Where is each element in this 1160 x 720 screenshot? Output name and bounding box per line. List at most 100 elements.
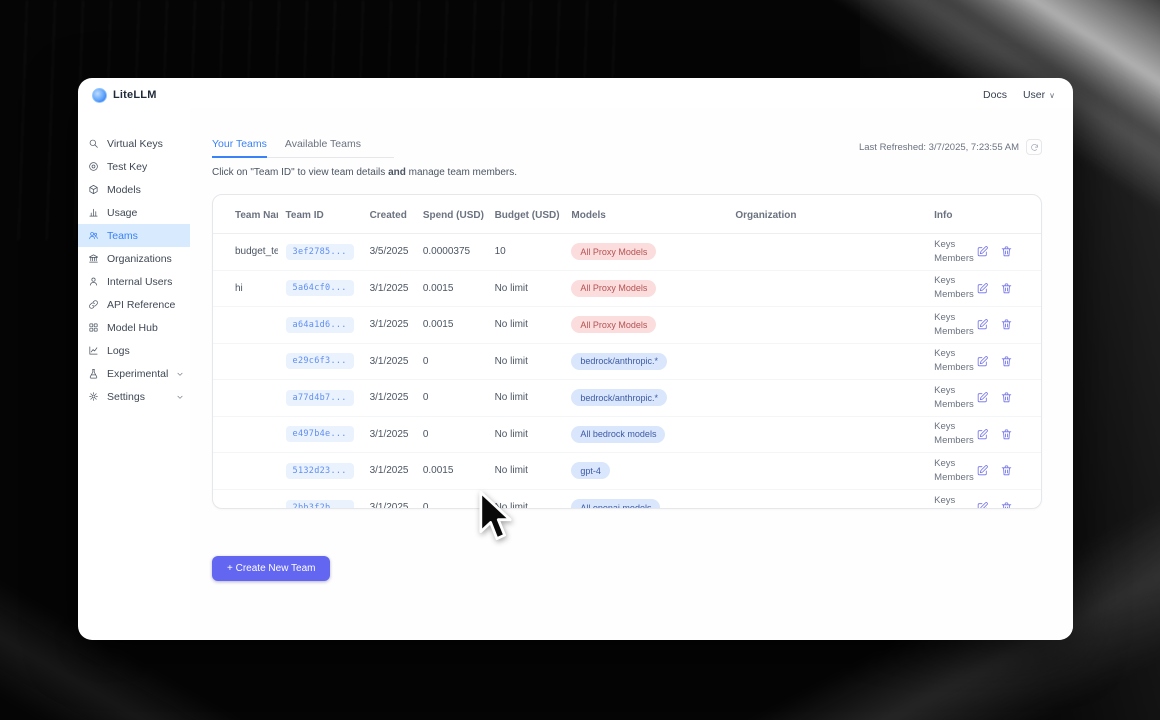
- sidebar-item-logs[interactable]: Logs: [78, 339, 190, 362]
- sidebar-item-label: API Reference: [107, 298, 176, 311]
- keys-link[interactable]: Keys: [934, 457, 956, 469]
- table-row: hi 5a64cf0... 3/1/2025 0.0015 No limit All Pr…: [213, 270, 1041, 307]
- trash-icon: [1001, 502, 1012, 508]
- table-row: e497b4e... 3/1/2025 0 No limit All bedrock m…: [213, 416, 1041, 453]
- edit-team-button[interactable]: [976, 428, 989, 441]
- team-id-link[interactable]: e497b4e...: [285, 426, 354, 443]
- table-row: e29c6f3... 3/1/2025 0 No limit bedrock/anthr…: [213, 343, 1041, 380]
- keys-link[interactable]: Keys: [934, 421, 956, 433]
- keys-link[interactable]: Keys: [934, 348, 956, 360]
- cube-icon: [88, 184, 100, 196]
- edit-icon: [977, 502, 988, 508]
- edit-team-button[interactable]: [976, 464, 989, 477]
- members-link[interactable]: Members: [934, 435, 974, 447]
- info-cell: Keys Members: [926, 306, 1041, 344]
- trash-icon: [1001, 283, 1012, 293]
- docs-link[interactable]: Docs: [983, 89, 1007, 101]
- edit-team-button[interactable]: [976, 282, 989, 295]
- create-new-team-button[interactable]: + Create New Team: [212, 556, 331, 581]
- spend-cell: 0.0015: [414, 452, 487, 490]
- delete-team-button[interactable]: [1000, 464, 1013, 477]
- link-icon: [88, 299, 100, 311]
- keys-link[interactable]: Keys: [934, 311, 956, 323]
- spend-cell: 0: [422, 502, 429, 509]
- refresh-button[interactable]: [1026, 139, 1042, 155]
- models-cell: bedrock/anthropic.*: [563, 343, 728, 380]
- sidebar-item-settings[interactable]: Settings: [78, 385, 190, 408]
- team-id-link[interactable]: a64a1d6...: [285, 316, 354, 333]
- team-id-link[interactable]: 2bb3f2b...: [285, 499, 354, 508]
- chevron-down-icon: ∨: [1049, 90, 1055, 100]
- sidebar: Virtual Keys Test Key Models Usage Teams Orga…: [78, 108, 190, 640]
- team-id-link[interactable]: e29c6f3...: [285, 353, 354, 370]
- keys-link[interactable]: Keys: [934, 238, 956, 250]
- keys-link[interactable]: Keys: [934, 384, 956, 396]
- delete-team-button[interactable]: [1000, 318, 1013, 331]
- delete-team-button[interactable]: [1000, 428, 1013, 441]
- organization-cell: [727, 343, 927, 380]
- spend-cell: 0: [414, 343, 487, 380]
- user-icon: [88, 276, 100, 288]
- info-cell: Keys Members: [926, 270, 1041, 307]
- col-team-name: Team Name: [213, 195, 278, 234]
- tab-available-teams[interactable]: Available Teams: [284, 138, 361, 150]
- sidebar-item-test-key[interactable]: Test Key: [78, 155, 190, 178]
- members-link[interactable]: Members: [934, 471, 974, 483]
- team-id-cell: 5132d23...: [277, 452, 362, 490]
- sidebar-item-api-reference[interactable]: API Reference: [78, 293, 190, 316]
- models-cell: gpt-4: [563, 452, 728, 490]
- organization-cell: [727, 452, 927, 490]
- tabs: Your Teams Available Teams: [212, 138, 394, 158]
- edit-team-button[interactable]: [976, 391, 989, 404]
- edit-team-button[interactable]: [976, 501, 989, 508]
- created-cell: 3/1/2025: [361, 343, 415, 380]
- created-cell: 3/1/2025: [369, 502, 409, 509]
- keys-link[interactable]: Keys: [934, 494, 956, 506]
- user-menu[interactable]: User ∨: [1023, 89, 1055, 101]
- flask-icon: [88, 368, 100, 380]
- edit-team-button[interactable]: [976, 245, 989, 258]
- members-link[interactable]: Members: [934, 362, 974, 374]
- delete-team-button[interactable]: [1000, 501, 1013, 508]
- team-id-link[interactable]: a77d4b7...: [285, 389, 354, 406]
- models-cell: All Proxy Models: [563, 306, 728, 344]
- team-id-link[interactable]: 5132d23...: [285, 462, 354, 479]
- created-cell: 3/1/2025: [361, 379, 415, 417]
- delete-team-button[interactable]: [1000, 391, 1013, 404]
- members-link[interactable]: Members: [934, 398, 974, 410]
- team-name-cell: [213, 379, 278, 417]
- models-cell: bedrock/anthropic.*: [563, 379, 728, 417]
- tab-your-teams[interactable]: Your Teams: [212, 138, 267, 158]
- sidebar-item-model-hub[interactable]: Model Hub: [78, 316, 190, 339]
- models-cell: All bedrock models: [563, 416, 728, 453]
- delete-team-button[interactable]: [1000, 355, 1013, 368]
- keys-link[interactable]: Keys: [934, 275, 956, 287]
- chevron-down-icon: [176, 370, 184, 378]
- sidebar-item-label: Teams: [107, 229, 138, 242]
- sidebar-item-internal-users[interactable]: Internal Users: [78, 270, 190, 293]
- info-cell: Keys Members: [926, 452, 1041, 490]
- delete-team-button[interactable]: [1000, 245, 1013, 258]
- hint-post: manage team members.: [405, 167, 518, 178]
- team-id-cell: 5a64cf0...: [277, 270, 362, 307]
- delete-team-button[interactable]: [1000, 282, 1013, 295]
- members-link[interactable]: Members: [934, 289, 974, 301]
- sidebar-item-models[interactable]: Models: [78, 178, 190, 201]
- sidebar-item-organizations[interactable]: Organizations: [78, 247, 190, 270]
- sidebar-item-teams[interactable]: Teams: [78, 224, 190, 247]
- members-link[interactable]: Members: [934, 508, 974, 509]
- sidebar-item-usage[interactable]: Usage: [78, 201, 190, 224]
- sidebar-item-virtual-keys[interactable]: Virtual Keys: [78, 132, 190, 155]
- team-id-link[interactable]: 5a64cf0...: [285, 280, 354, 297]
- models-cell: All openai models: [563, 489, 727, 508]
- sidebar-item-experimental[interactable]: Experimental: [78, 362, 190, 385]
- table-row: a77d4b7... 3/1/2025 0 No limit bedrock/anthr…: [213, 379, 1041, 417]
- members-link[interactable]: Members: [934, 252, 974, 264]
- edit-team-button[interactable]: [976, 355, 989, 368]
- members-link[interactable]: Members: [934, 325, 974, 337]
- chevron-down-icon: [176, 393, 184, 401]
- edit-team-button[interactable]: [976, 318, 989, 331]
- team-id-link[interactable]: 3ef2785...: [285, 243, 354, 260]
- table-header-row: Team Name Team ID Created Spend (USD) Bu…: [213, 195, 1041, 234]
- team-name-cell: budget_test_team: [213, 233, 278, 271]
